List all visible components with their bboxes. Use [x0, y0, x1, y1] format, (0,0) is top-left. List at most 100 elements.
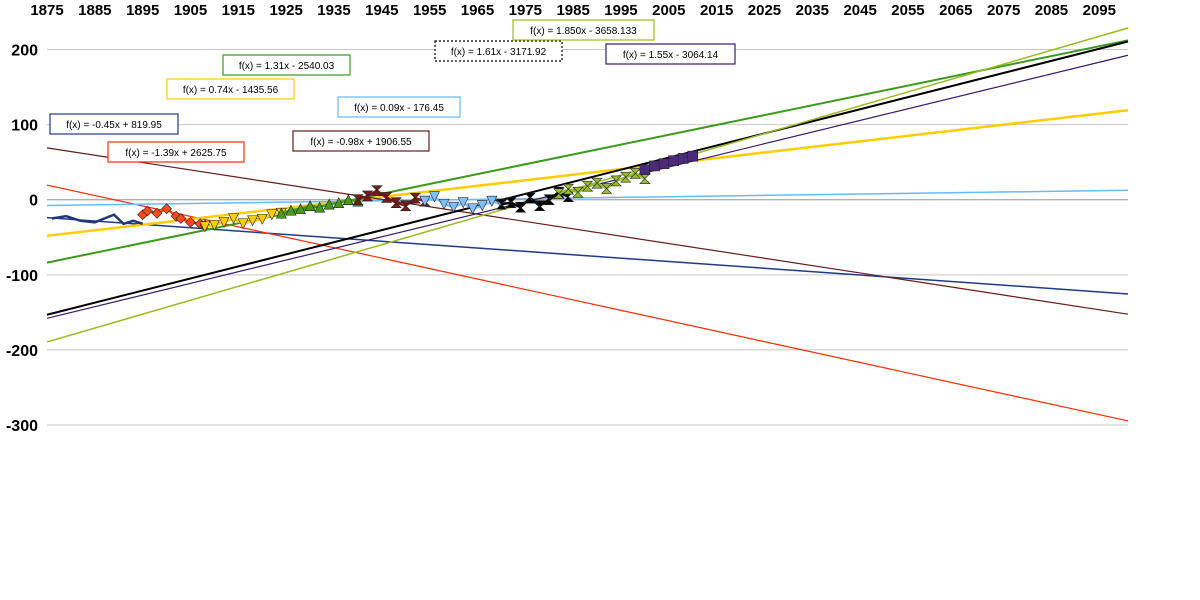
series-8-point-3: [668, 155, 679, 166]
series-3-point-1: [285, 204, 297, 216]
series-2-point-3: [228, 213, 240, 225]
x-tick-label: 2035: [796, 2, 829, 19]
series-5-point-7: [486, 195, 498, 207]
gridlines: [47, 49, 1128, 426]
y-tick-label: 200: [11, 43, 38, 60]
x-tick-label: 2095: [1083, 2, 1116, 19]
x-tick-label: 1985: [556, 2, 589, 19]
series-6-point-1: [505, 197, 517, 209]
series-6-point-5: [543, 194, 555, 206]
equation-box-2: [166, 78, 295, 100]
equation-box-5: [292, 130, 430, 152]
series-3-point-2: [295, 203, 306, 215]
trendline-4: [46, 189, 1129, 207]
series-3-point-5: [323, 198, 335, 210]
series-8-point-2: [658, 158, 670, 169]
series-5-point-6: [476, 200, 488, 212]
equation-label-6: f(x) = 1.61x - 3171.92: [451, 47, 547, 58]
series-1-point-5: [175, 213, 187, 224]
x-tick-label: 2075: [987, 2, 1020, 19]
series-3-point-4: [314, 201, 326, 213]
y-tick-label: -100: [6, 268, 38, 285]
series-2-point-4: [237, 218, 249, 230]
data-series: [51, 150, 699, 233]
x-tick-label: 2045: [843, 2, 876, 19]
x-tick-label: 1965: [461, 2, 494, 19]
y-axis-ticks: 200 100 0 -100 -200 -300: [6, 43, 38, 435]
x-tick-label: 2055: [891, 2, 924, 19]
trendline-3: [46, 39, 1129, 264]
x-tick-label: 1905: [174, 2, 207, 19]
trendline-2: [46, 108, 1129, 238]
y-tick-label: 0: [29, 193, 38, 210]
equation-box-1: [107, 141, 245, 163]
series-5-point-0: [419, 195, 431, 207]
y-tick-label: -300: [6, 418, 38, 435]
equation-label-7: f(x) = 1.850x - 3658.133: [530, 26, 637, 37]
series-3-point-3: [304, 200, 316, 212]
equation-label-3: f(x) = 1.31x - 2540.03: [239, 61, 335, 72]
series-7-point-4: [591, 177, 603, 189]
equation-label-1: f(x) = -1.39x + 2625.75: [125, 148, 227, 159]
equation-box-7: [512, 19, 655, 41]
trendline-1: [46, 184, 1129, 422]
series-2-point-1: [208, 219, 220, 231]
x-tick-label: 2085: [1035, 2, 1068, 19]
series-3-point-7: [342, 194, 354, 206]
equation-box-4: [337, 96, 461, 118]
series-8-point-0: [639, 164, 651, 175]
series-5-point-4: [457, 197, 469, 209]
equation-label-2: f(x) = 0.74x - 1435.56: [183, 85, 279, 96]
series-2-point-2: [218, 216, 230, 228]
series-1-point-1: [142, 205, 153, 217]
equation-box-8: [605, 43, 736, 65]
series-1-point-3: [161, 203, 173, 215]
series-7-point-5: [600, 183, 613, 194]
series-4-point-4: [390, 197, 402, 209]
equation-box-3: [222, 54, 351, 76]
equation-label-4: f(x) = 0.09x - 176.45: [354, 103, 444, 114]
series-3-point-0: [275, 207, 287, 219]
series-7-point-6: [610, 175, 622, 187]
series-7-point-7: [620, 171, 632, 183]
series-2-point-7: [266, 209, 278, 221]
series-4-point-2: [371, 185, 383, 197]
series-6-point-2: [514, 201, 527, 213]
x-tick-label: 1975: [509, 2, 542, 19]
series-8-point-4: [677, 153, 689, 164]
series-3-point-6: [333, 197, 345, 209]
series-7-point-0: [553, 188, 565, 200]
equation-box-6: [434, 40, 563, 62]
series-1-point-2: [151, 207, 163, 219]
series-8-point-5: [687, 150, 699, 162]
y-tick-label: -200: [6, 343, 38, 360]
series-2-point-0: [199, 221, 211, 233]
series-4-point-3: [380, 192, 393, 203]
series-6-point-3: [524, 192, 536, 204]
series-5-point-3: [448, 201, 460, 213]
equation-box-0: [49, 113, 179, 135]
series-6-point-0: [495, 198, 508, 210]
series-line-7: [558, 172, 646, 195]
series-5-point-2: [438, 198, 450, 210]
equation-label-5: f(x) = -0.98x + 1906.55: [310, 137, 412, 148]
series-7-point-2: [572, 186, 584, 198]
series-6-point-4: [533, 200, 546, 212]
series-4-point-0: [352, 194, 364, 206]
x-tick-label: 1885: [78, 2, 111, 19]
trendline-equations: f(x) = -0.45x + 819.95 f(x) = -1.39x + 26…: [49, 19, 736, 163]
x-tick-label: 1945: [365, 2, 398, 19]
x-tick-label: 1915: [222, 2, 255, 19]
trendline-5: [46, 147, 1129, 315]
x-tick-label: 1955: [413, 2, 446, 19]
x-tick-label: 1935: [317, 2, 350, 19]
x-tick-label: 1925: [269, 2, 302, 19]
series-line-0: [51, 213, 144, 226]
series-2-point-6: [256, 213, 268, 225]
series-8-point-1: [649, 160, 660, 172]
trendline-6: [46, 40, 1129, 316]
x-tick-label: 1995: [604, 2, 637, 19]
x-tick-label: 1895: [126, 2, 159, 19]
x-tick-label: 1875: [30, 2, 63, 19]
